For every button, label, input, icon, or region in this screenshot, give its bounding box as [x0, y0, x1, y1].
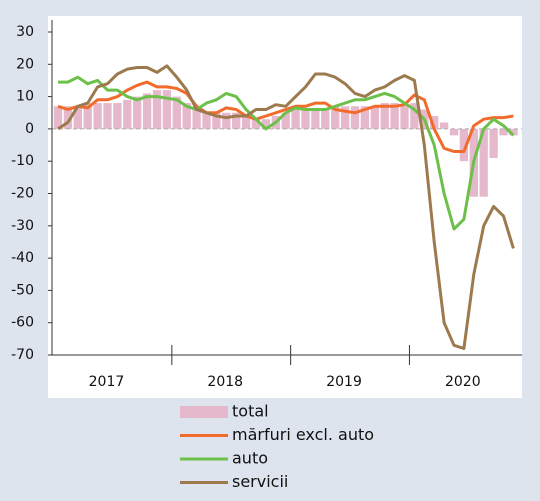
bar — [251, 119, 261, 129]
x-group-label: 2017 — [89, 374, 125, 390]
bar — [360, 106, 370, 129]
bar — [281, 112, 290, 129]
x-group-label: 2018 — [207, 374, 243, 390]
bar — [449, 128, 459, 136]
bar — [499, 128, 508, 136]
bar — [172, 96, 181, 129]
y-tick-label: -70 — [11, 347, 34, 363]
bar — [321, 109, 330, 129]
bar — [311, 109, 320, 129]
bar — [83, 103, 92, 129]
bar — [350, 106, 360, 129]
bar — [370, 106, 379, 129]
bar — [152, 90, 162, 129]
bar — [212, 112, 221, 129]
y-tick-label: -50 — [11, 282, 34, 298]
y-tick-label: 0 — [25, 121, 34, 137]
bar — [439, 122, 449, 129]
legend-label: servicii — [232, 472, 288, 491]
bar — [410, 103, 419, 129]
bar — [340, 106, 350, 129]
legend-swatch — [180, 406, 228, 418]
bar — [222, 112, 231, 129]
bar — [489, 128, 498, 158]
bar — [232, 112, 241, 129]
bar — [162, 90, 172, 129]
x-group-label: 2019 — [326, 374, 362, 390]
y-tick-label: -10 — [11, 153, 34, 169]
y-tick-label: -30 — [11, 218, 34, 234]
y-tick-label: 20 — [16, 56, 34, 72]
y-tick-label: -40 — [11, 250, 34, 266]
bar — [182, 103, 191, 129]
bar — [301, 109, 310, 129]
y-tick-label: 10 — [16, 89, 34, 105]
plot-background — [48, 16, 522, 398]
legend-label: total — [232, 402, 269, 421]
bar — [192, 109, 201, 129]
legend-label: auto — [232, 449, 268, 468]
bar — [261, 119, 271, 129]
bar — [103, 103, 112, 129]
bar — [202, 112, 211, 129]
bar — [133, 96, 142, 129]
bar — [63, 106, 73, 129]
bar — [390, 103, 399, 129]
bar — [142, 93, 152, 129]
y-tick-label: 30 — [16, 24, 34, 40]
bar — [509, 128, 518, 136]
bar — [53, 106, 63, 129]
bar — [331, 106, 340, 129]
bar — [113, 103, 122, 129]
bar — [430, 115, 439, 129]
bar — [93, 103, 102, 129]
bar — [380, 103, 389, 129]
bar — [459, 128, 469, 162]
line — [57, 64, 515, 350]
bar — [123, 99, 132, 129]
bar — [291, 109, 300, 129]
bar — [241, 115, 251, 129]
y-tick-label: -20 — [11, 186, 34, 202]
line — [58, 75, 515, 231]
legend-label: mărfuri excl. auto — [232, 425, 374, 444]
bar — [479, 128, 488, 197]
x-group-label: 2020 — [445, 374, 481, 390]
bar — [73, 106, 82, 129]
y-tick-label: -60 — [11, 315, 34, 331]
bar — [400, 106, 409, 129]
line — [57, 80, 514, 153]
